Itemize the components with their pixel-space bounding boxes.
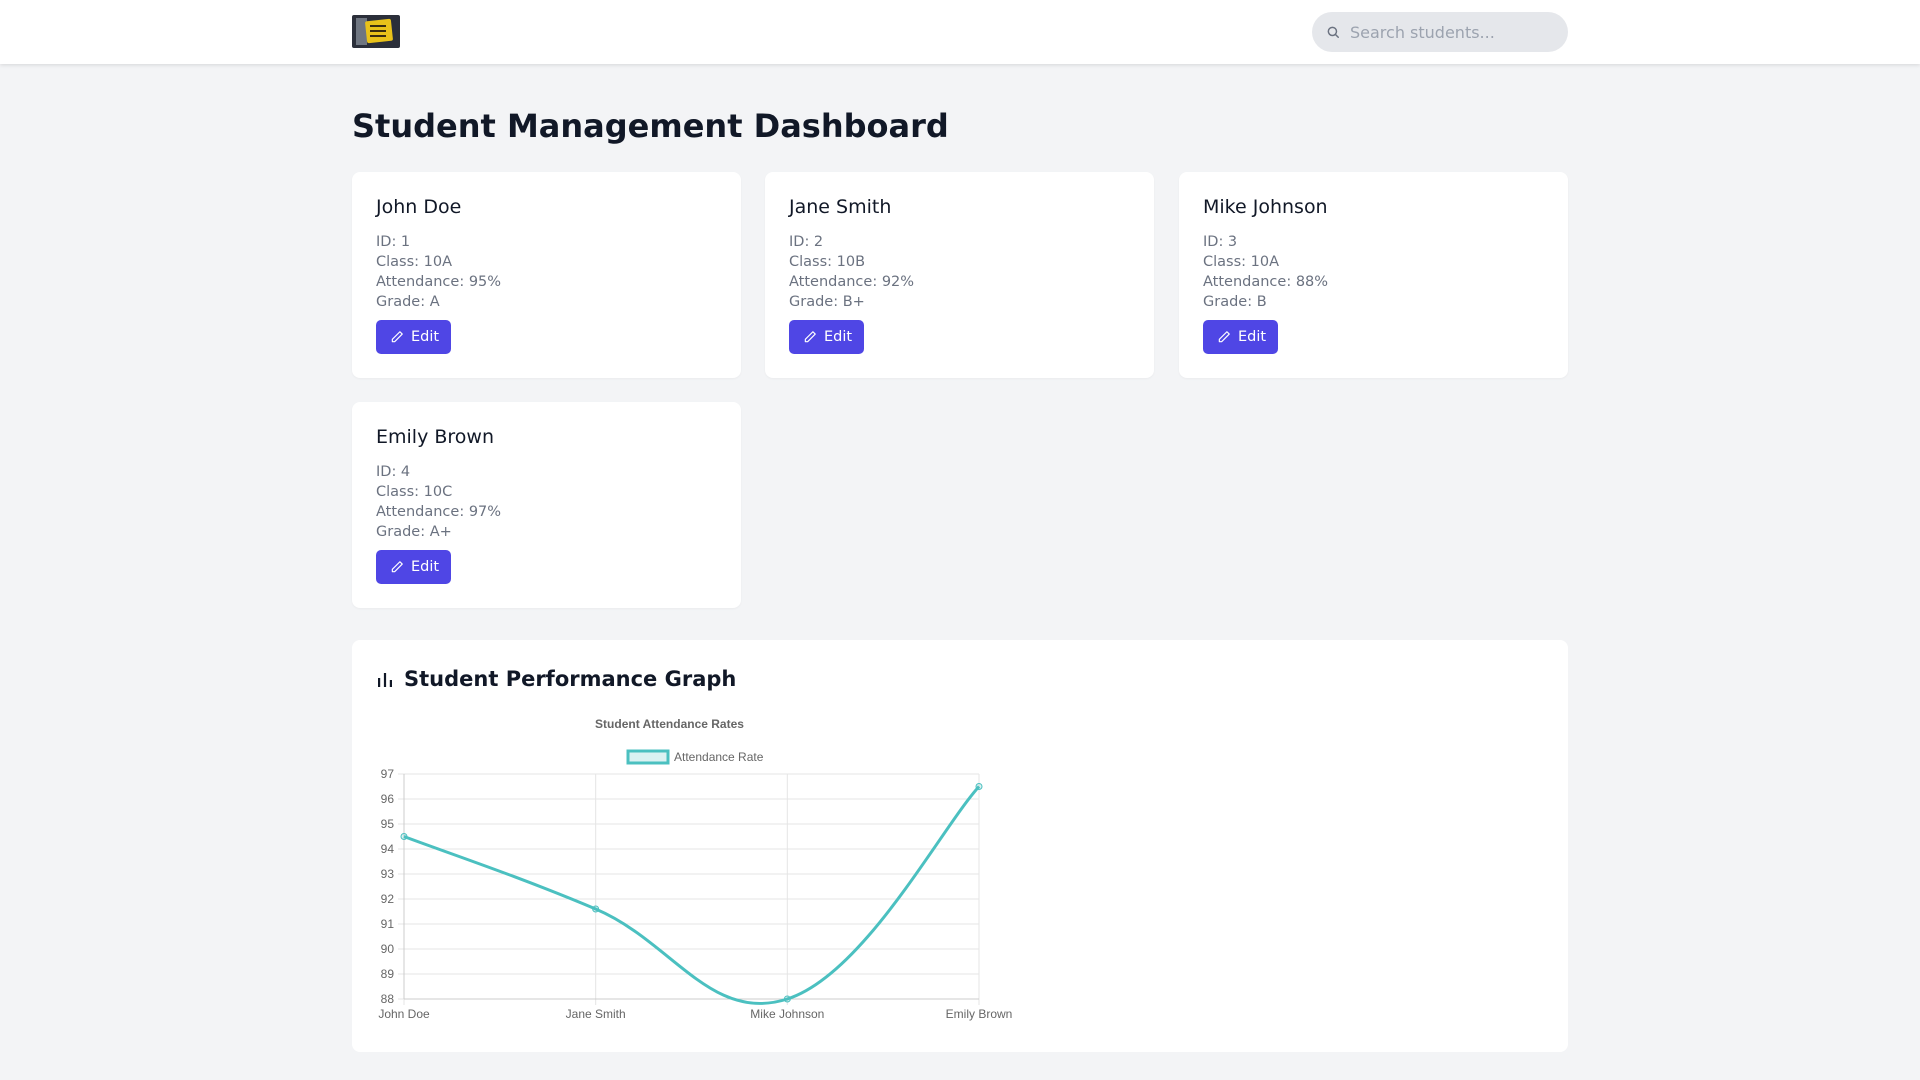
edit-button[interactable]: Edit xyxy=(376,550,451,584)
y-tick-label: 90 xyxy=(381,942,395,956)
y-tick-label: 93 xyxy=(381,867,395,881)
page-title: Student Management Dashboard xyxy=(352,107,949,145)
pencil-icon xyxy=(391,331,403,343)
edit-button[interactable]: Edit xyxy=(1203,320,1278,354)
x-tick-label: Emily Brown xyxy=(946,1007,1013,1021)
graph-section-title: Student Performance Graph xyxy=(404,667,737,691)
search-input[interactable] xyxy=(1350,12,1560,52)
pencil-icon xyxy=(1218,331,1230,343)
student-class: Class: 10C xyxy=(376,484,453,500)
y-tick-label: 91 xyxy=(381,917,395,931)
logo-image[interactable] xyxy=(352,15,400,48)
x-tick-label: Mike Johnson xyxy=(750,1007,824,1021)
attendance-line-chart: Student Attendance Rates Attendance Rate 9… xyxy=(378,717,1013,1021)
student-class: Class: 10A xyxy=(376,254,453,270)
student-card: Emily Brown ID: 4 Class: 10C Attendance:… xyxy=(352,402,741,608)
y-tick-label: 97 xyxy=(381,767,395,781)
edit-button-label: Edit xyxy=(1238,329,1267,345)
student-name: Emily Brown xyxy=(376,426,494,448)
student-grade: Grade: B+ xyxy=(789,294,865,310)
legend-swatch xyxy=(626,749,670,765)
student-grade: Grade: A+ xyxy=(376,524,452,540)
chart-title: Student Attendance Rates xyxy=(595,717,744,731)
y-tick-label: 88 xyxy=(381,992,395,1006)
y-tick-label: 94 xyxy=(381,842,395,856)
student-name: John Doe xyxy=(376,196,462,218)
pencil-icon xyxy=(391,561,403,573)
student-grade: Grade: A xyxy=(376,294,440,310)
student-id: ID: 1 xyxy=(376,234,411,250)
student-id: ID: 4 xyxy=(376,464,411,480)
student-grade: Grade: B xyxy=(1203,294,1267,310)
edit-button[interactable]: Edit xyxy=(789,320,864,354)
y-tick-label: 96 xyxy=(381,792,395,806)
data-point xyxy=(975,783,983,790)
legend-label: Attendance Rate xyxy=(674,750,764,764)
student-attendance: Attendance: 88% xyxy=(1203,274,1329,290)
student-card: John Doe ID: 1 Class: 10A Attendance: 95… xyxy=(352,172,741,378)
student-id: ID: 2 xyxy=(789,234,824,250)
edit-button-label: Edit xyxy=(411,559,440,575)
data-point xyxy=(592,905,600,913)
search-bar[interactable] xyxy=(1312,12,1568,52)
student-card: Jane Smith ID: 2 Class: 10B Attendance: … xyxy=(765,172,1154,378)
y-tick-label: 95 xyxy=(381,817,395,831)
edit-button-label: Edit xyxy=(824,329,853,345)
bar-chart-icon xyxy=(378,673,392,687)
x-tick-label: Jane Smith xyxy=(566,1007,626,1021)
y-tick-label: 89 xyxy=(381,967,395,981)
student-attendance: Attendance: 95% xyxy=(376,274,502,290)
x-tick-label: John Doe xyxy=(378,1007,430,1021)
edit-button[interactable]: Edit xyxy=(376,320,451,354)
student-id: ID: 3 xyxy=(1203,234,1238,250)
pencil-icon xyxy=(804,331,816,343)
student-name: Mike Johnson xyxy=(1203,196,1328,218)
student-class: Class: 10A xyxy=(1203,254,1280,270)
data-point xyxy=(783,995,791,1003)
top-navbar xyxy=(0,0,1920,64)
edit-button-label: Edit xyxy=(411,329,440,345)
data-point xyxy=(400,833,408,840)
performance-graph-card xyxy=(352,640,1568,1052)
student-card: Mike Johnson ID: 3 Class: 10A Attendance… xyxy=(1179,172,1568,378)
student-attendance: Attendance: 97% xyxy=(376,504,502,520)
student-attendance: Attendance: 92% xyxy=(789,274,915,290)
series-line-attendance-rate xyxy=(403,785,981,1005)
student-name: Jane Smith xyxy=(789,196,892,218)
student-class: Class: 10B xyxy=(789,254,866,270)
y-tick-label: 92 xyxy=(381,892,395,906)
search-icon xyxy=(1327,26,1339,38)
